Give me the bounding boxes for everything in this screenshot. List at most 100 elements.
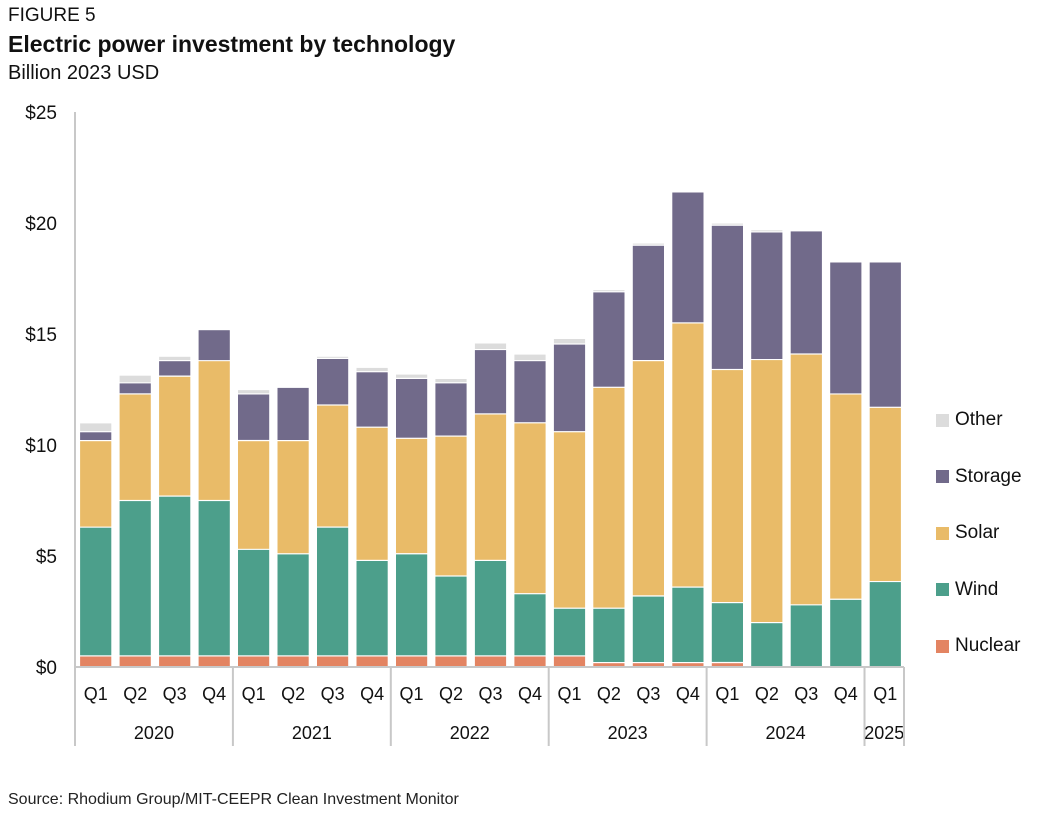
bar-segment-storage	[672, 192, 704, 323]
bar-segment-storage	[830, 262, 862, 394]
y-tick-label: $20	[25, 214, 57, 235]
bar-segment-storage	[80, 432, 112, 440]
y-tick-label: $10	[25, 436, 57, 457]
x-tick-label-year: 2024	[766, 723, 806, 743]
bar-segment-solar	[790, 354, 822, 605]
bar-segment-other	[435, 379, 467, 383]
bar-segment-storage	[514, 361, 546, 423]
bar-segment-storage	[790, 231, 822, 354]
legend-item-wind: Wind	[936, 562, 1022, 619]
bar-segment-storage	[238, 394, 270, 440]
bar-segment-solar	[474, 414, 507, 560]
legend-label: Nuclear	[955, 635, 1021, 657]
x-tick-label-quarter: Q1	[242, 684, 266, 704]
bar-segment-nuclear	[159, 656, 191, 667]
y-tick-label: $0	[36, 658, 57, 679]
bar-segment-wind	[277, 554, 309, 656]
bar-segment-solar	[238, 441, 270, 549]
bar-segment-nuclear	[474, 656, 507, 667]
legend-label: Storage	[955, 465, 1022, 487]
bar-segment-wind	[751, 623, 783, 667]
bar-segment-storage	[632, 245, 664, 360]
bar-segment-wind	[790, 605, 822, 667]
bar-segment-solar	[356, 427, 388, 560]
x-tick-label-year: 2022	[450, 723, 490, 743]
legend-swatch	[936, 639, 949, 653]
bar-segment-nuclear	[238, 656, 270, 667]
y-tick-label: $25	[25, 103, 57, 124]
bar-segment-other	[751, 230, 783, 232]
bar-segment-solar	[869, 407, 901, 581]
bar-segment-storage	[435, 383, 467, 436]
bar-segment-storage	[159, 361, 191, 376]
bar-segment-storage	[474, 350, 507, 414]
bar-segment-wind	[356, 561, 388, 656]
bar-segment-solar	[119, 394, 151, 500]
bar-segment-other	[593, 290, 625, 292]
source-note: Source: Rhodium Group/MIT-CEEPR Clean In…	[8, 791, 459, 808]
bar-segment-wind	[514, 594, 546, 656]
x-tick-label-quarter: Q4	[360, 684, 384, 704]
x-tick-label-quarter: Q1	[873, 684, 897, 704]
x-tick-label-quarter: Q3	[636, 684, 660, 704]
bar-segment-solar	[159, 376, 191, 496]
bar-segment-other	[238, 390, 270, 394]
bar-segment-wind	[632, 596, 664, 662]
x-tick-label-quarter: Q2	[281, 684, 305, 704]
legend-label: Solar	[955, 522, 1000, 544]
bar-segment-nuclear	[514, 656, 546, 667]
bar-segment-wind	[80, 527, 112, 656]
bar-segment-storage	[317, 359, 349, 405]
bar-segment-storage	[277, 387, 309, 440]
bar-segment-wind	[159, 496, 191, 656]
bar-segment-wind	[396, 554, 428, 656]
y-tick-label: $15	[25, 325, 57, 346]
x-tick-label-quarter: Q1	[84, 684, 108, 704]
bar-segment-solar	[277, 441, 309, 554]
bar-segment-other	[356, 367, 388, 372]
figure-label: FIGURE 5	[8, 5, 96, 26]
bar-segment-other	[553, 339, 586, 344]
bar-segment-nuclear	[553, 656, 586, 667]
bar-segment-nuclear	[711, 663, 743, 667]
bar-segment-wind	[869, 582, 901, 667]
x-tick-label-year: 2020	[134, 723, 174, 743]
legend-swatch	[936, 470, 949, 484]
x-tick-label-quarter: Q1	[715, 684, 739, 704]
x-tick-label-quarter: Q3	[163, 684, 187, 704]
x-tick-label-quarter: Q2	[123, 684, 147, 704]
bar-segment-nuclear	[632, 663, 664, 667]
x-tick-label-quarter: Q4	[202, 684, 226, 704]
x-tick-label-quarter: Q3	[794, 684, 818, 704]
bar-segment-storage	[593, 292, 625, 387]
bar-segment-solar	[751, 360, 783, 622]
bar-segment-solar	[514, 423, 546, 594]
bar-segment-solar	[593, 387, 625, 608]
bar-segment-nuclear	[119, 656, 151, 667]
bar-segment-nuclear	[198, 656, 230, 667]
legend-label: Wind	[955, 578, 999, 600]
bar-segment-nuclear	[593, 663, 625, 667]
bar-segment-wind	[119, 501, 151, 656]
bar-segment-other	[711, 223, 743, 225]
chart-title: Electric power investment by technology	[8, 31, 456, 57]
bar-segment-storage	[396, 379, 428, 438]
legend-swatch	[936, 413, 949, 427]
bar-segment-other	[396, 374, 428, 378]
bar-segment-solar	[80, 441, 112, 527]
bar-segment-nuclear	[317, 656, 349, 667]
x-tick-label-quarter: Q3	[478, 684, 502, 704]
bar-segment-storage	[356, 372, 388, 427]
bar-segment-nuclear	[356, 656, 388, 667]
bar-segment-wind	[238, 549, 270, 656]
bar-segment-solar	[672, 323, 704, 587]
x-tick-label-quarter: Q4	[676, 684, 700, 704]
bar-segment-storage	[869, 262, 901, 407]
bar-segment-solar	[830, 394, 862, 599]
legend-swatch	[936, 526, 949, 540]
bar-segment-storage	[119, 383, 151, 394]
bar-segment-wind	[435, 576, 467, 656]
bar-segment-other	[119, 375, 151, 383]
bar-segment-wind	[672, 587, 704, 662]
